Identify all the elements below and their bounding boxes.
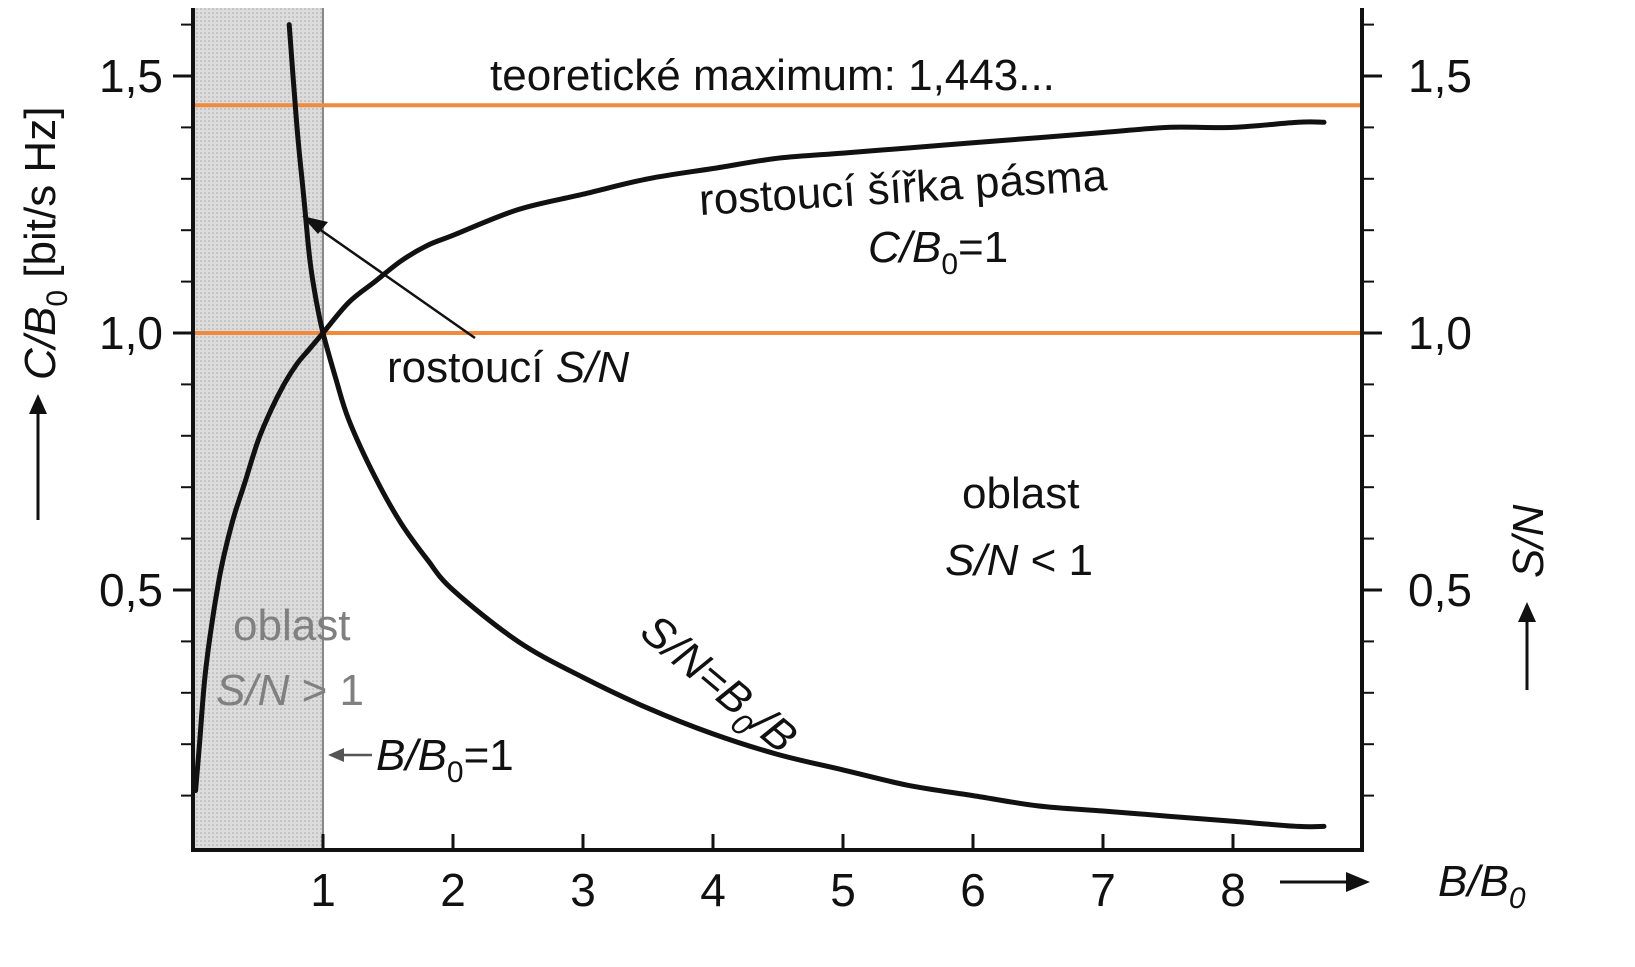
- y-axis-right-title: S/N: [1504, 504, 1553, 690]
- curves: [193, 22, 1327, 830]
- snr-growth-pointer: [311, 222, 476, 340]
- y-left-tick-label-1: 1,0: [99, 307, 163, 359]
- y-left-label-sub: 0: [41, 290, 74, 307]
- x-axis-arrow-head: [1346, 872, 1370, 892]
- marker-label-rest: =1: [464, 731, 514, 780]
- region-low-var: S/N: [945, 536, 1019, 585]
- marker-arrow-head: [328, 748, 344, 762]
- marker-label-sub: 0: [447, 756, 464, 789]
- x-tick-label-4: 5: [830, 864, 856, 916]
- bandwidth-constraint-sub: 0: [941, 248, 958, 281]
- region-low-condition: S/N < 1: [945, 536, 1093, 585]
- snr-curve-annotation: S/N=B0/B: [626, 605, 806, 769]
- x-tick-label-5: 6: [960, 864, 986, 916]
- region-high-rest: > 1: [289, 666, 364, 715]
- x-axis-label-sub: 0: [1509, 882, 1526, 915]
- marker-label: B/B0=1: [376, 731, 514, 789]
- shaded-region-sn-greater-1: [193, 8, 323, 850]
- x-axis-label: B/B0: [1438, 857, 1526, 915]
- y-right-arrow-head: [1518, 602, 1536, 622]
- snr-curve-label-post: /B: [740, 696, 806, 762]
- bandwidth-constraint: C/B0=1: [868, 223, 1008, 281]
- snr-growth-var: S/N: [556, 343, 630, 392]
- region-high-title: oblast: [233, 601, 350, 650]
- reference-lines: [193, 103, 1364, 335]
- region-low-rest: < 1: [1018, 536, 1093, 585]
- tick-labels: 1 2 3 4 5 6 7 8 0,5 0,5 1,0 1,0 1,5 1,5: [99, 50, 1472, 916]
- x-tick-label-3: 4: [700, 864, 726, 916]
- x-tick-label-6: 7: [1090, 864, 1116, 916]
- snr-curve-label: S/N=B0/B: [626, 605, 806, 769]
- y-left-tick-label-2: 1,5: [99, 50, 163, 102]
- x-tick-label-2: 3: [570, 864, 596, 916]
- theoretical-maximum-label: teoretické maximum: 1,443...: [490, 51, 1055, 100]
- region-low-title: oblast: [962, 469, 1079, 518]
- series-snr-line: [286, 22, 1327, 830]
- y-right-label: S/N: [1504, 504, 1553, 578]
- snr-growth-text: rostoucí: [387, 343, 556, 392]
- y-axis-left-title: C/B0 [bit/s Hz]: [16, 107, 74, 520]
- snr-growth-pointer-head: [302, 216, 328, 234]
- marker-label-var: B/B: [376, 731, 447, 780]
- region-high-var: S/N: [216, 666, 290, 715]
- x-tick-label-1: 2: [440, 864, 466, 916]
- y-right-tick-label-2: 1,5: [1408, 50, 1472, 102]
- snr-growth-label: rostoucí S/N: [387, 343, 629, 392]
- ticks: [173, 23, 1382, 850]
- series-capacity-line: [193, 119, 1327, 793]
- y-left-arrow-head: [29, 394, 47, 414]
- bandwidth-constraint-var: C/B: [868, 223, 941, 272]
- bandwidth-constraint-rest: =1: [958, 223, 1008, 272]
- y-left-label: C/B0 [bit/s Hz]: [16, 107, 74, 380]
- region-high-condition: S/N > 1: [216, 666, 364, 715]
- x-axis-label-var: B/B: [1438, 857, 1509, 906]
- y-left-label-unit: [bit/s Hz]: [16, 107, 65, 290]
- y-right-tick-label-0: 0,5: [1408, 564, 1472, 616]
- y-left-tick-label-0: 0,5: [99, 564, 163, 616]
- x-tick-label-0: 1: [310, 864, 336, 916]
- y-right-tick-label-1: 1,0: [1408, 307, 1472, 359]
- y-left-label-var: C/B: [16, 307, 65, 380]
- x-tick-label-7: 8: [1220, 864, 1246, 916]
